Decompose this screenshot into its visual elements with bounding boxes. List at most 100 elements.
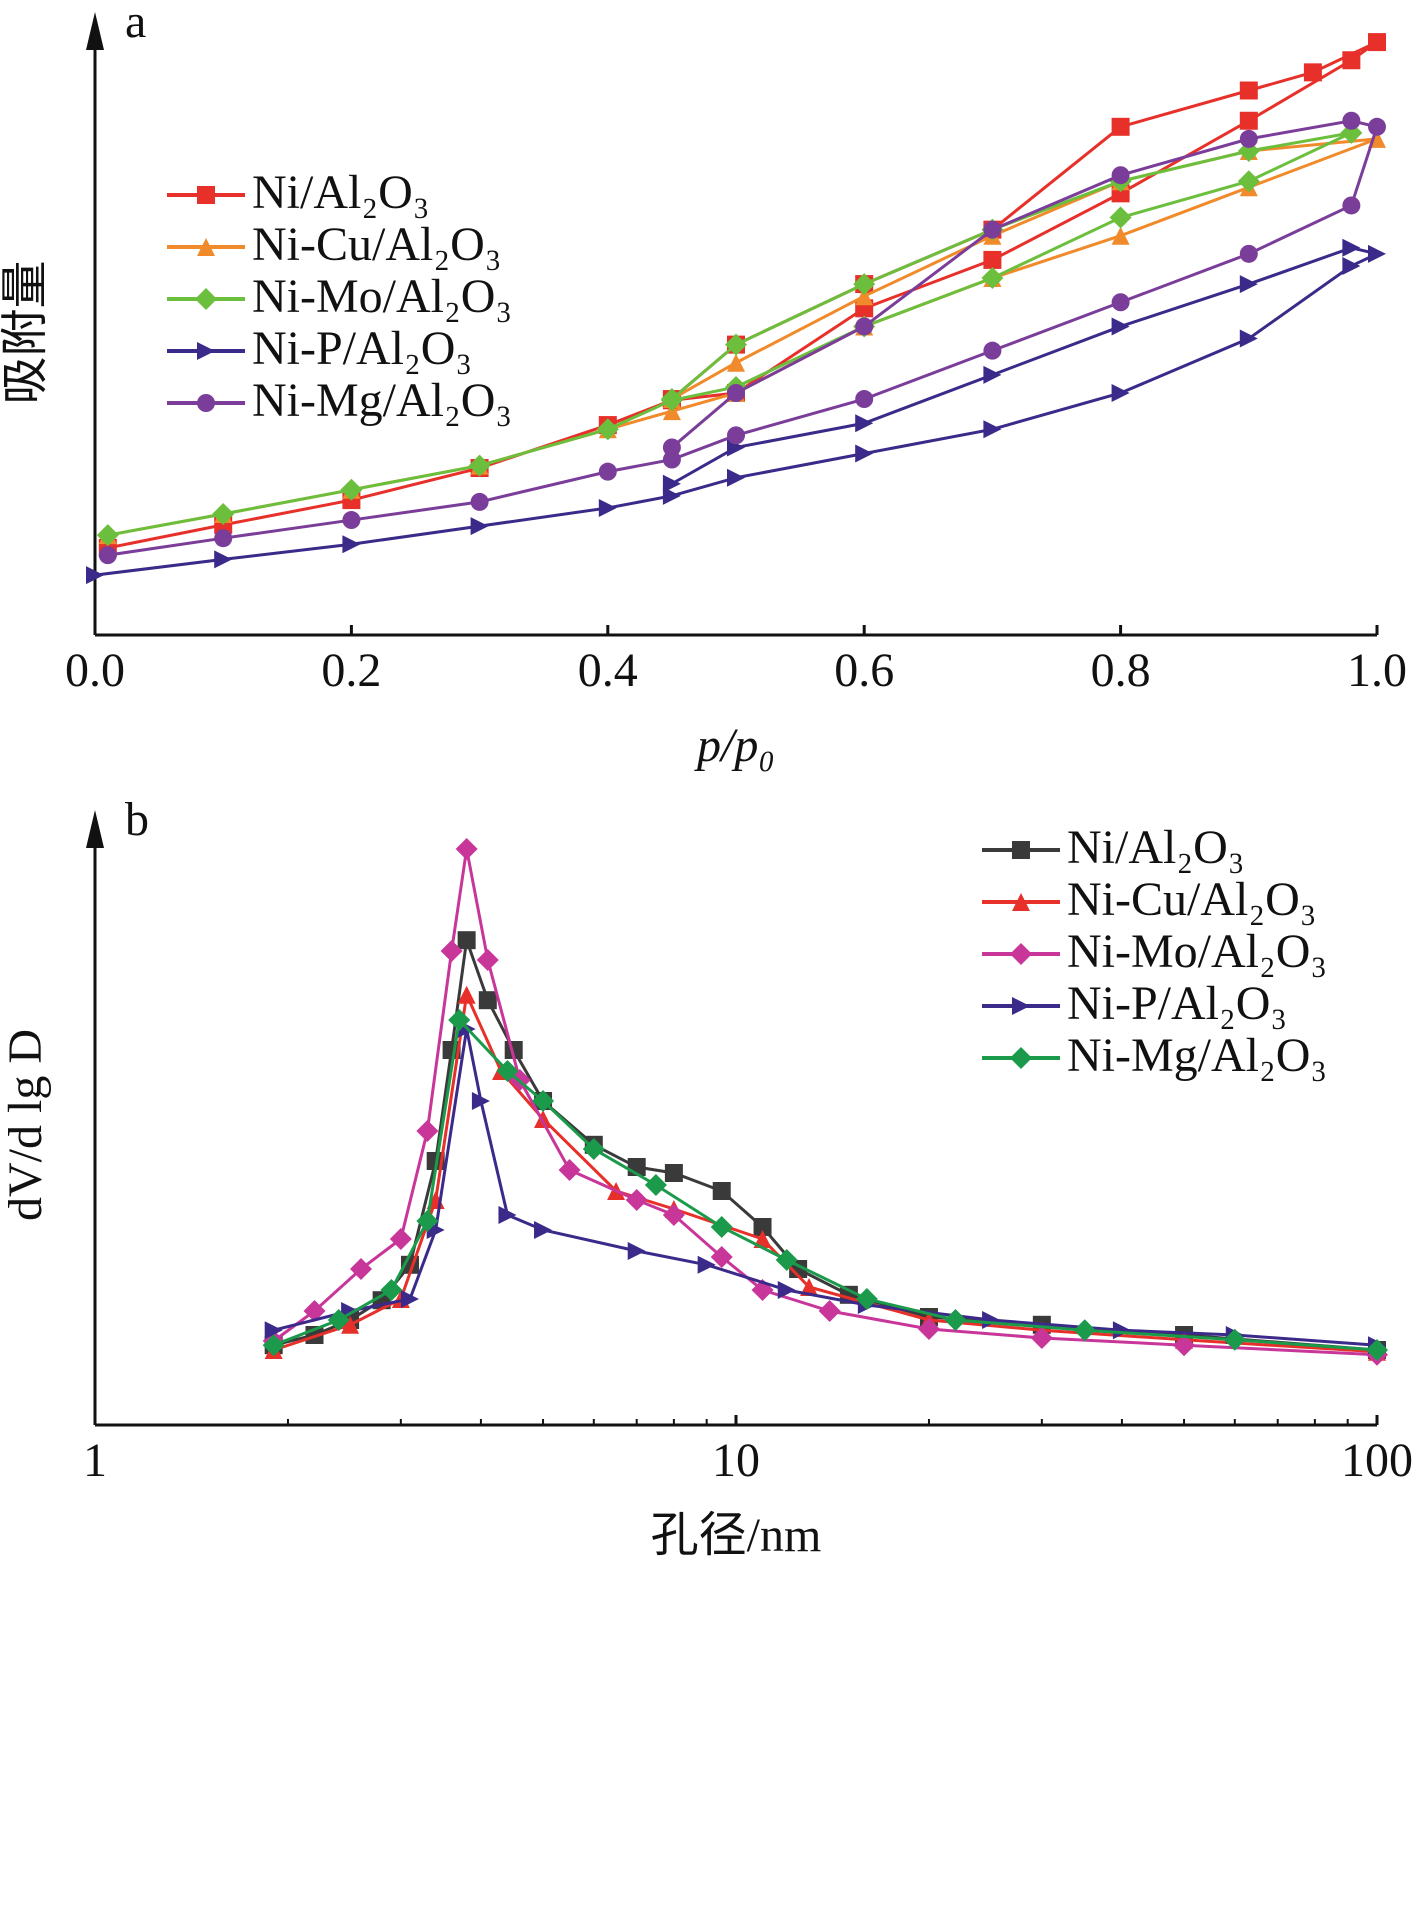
marker: [1342, 256, 1361, 275]
marker: [1173, 1334, 1196, 1357]
marker: [1368, 117, 1386, 136]
panel-label: a: [125, 0, 146, 48]
legend-label: Ni/Al₂O₃: [1067, 821, 1244, 874]
marker: [470, 492, 489, 511]
marker: [416, 1120, 439, 1142]
marker: [1368, 33, 1386, 52]
marker: [1340, 121, 1363, 144]
marker: [818, 1300, 841, 1322]
x-tick-label: 0.2: [321, 644, 381, 697]
marker: [753, 1230, 772, 1248]
x-tick-label: 10: [712, 1434, 760, 1487]
marker: [468, 454, 491, 477]
marker: [598, 462, 617, 481]
marker: [1237, 170, 1260, 193]
marker: [1111, 293, 1130, 312]
legend-label: Ni-Mo/Al₂O₃: [252, 270, 512, 323]
marker: [457, 985, 476, 1004]
marker: [1239, 329, 1258, 348]
marker: [349, 1258, 372, 1280]
marker: [855, 317, 874, 336]
marker: [534, 1221, 553, 1239]
marker: [197, 342, 215, 360]
marker: [1111, 226, 1130, 245]
marker: [197, 238, 215, 256]
marker: [342, 511, 361, 530]
marker: [532, 1090, 555, 1112]
marker: [775, 1249, 798, 1271]
x-tick-label: 1.0: [1347, 644, 1407, 697]
marker: [476, 949, 499, 971]
x-tick-label: 0.6: [834, 644, 894, 697]
marker: [197, 394, 215, 412]
x-tick-label: 1: [83, 1434, 107, 1487]
marker: [725, 333, 747, 356]
marker: [342, 535, 361, 554]
marker: [627, 1242, 646, 1260]
marker: [1239, 244, 1258, 263]
marker: [983, 250, 1002, 269]
marker: [455, 838, 478, 860]
marker: [712, 1182, 731, 1200]
marker: [1342, 238, 1361, 257]
marker: [86, 566, 104, 585]
marker: [197, 186, 215, 204]
marker: [195, 288, 217, 310]
marker: [855, 414, 874, 433]
legend-label: Ni-Mo/Al₂O₃: [1067, 925, 1327, 978]
marker: [710, 1216, 733, 1238]
marker: [470, 517, 489, 536]
legend-label: Ni-P/Al₂O₃: [1067, 977, 1287, 1030]
marker: [662, 438, 681, 457]
marker: [1239, 111, 1258, 130]
marker: [855, 287, 874, 306]
x-tick-label: 0.0: [65, 644, 125, 697]
marker: [262, 1334, 285, 1357]
legend-label: Ni-Cu/Al₂O₃: [1067, 873, 1316, 926]
y-axis-arrow: [86, 12, 104, 50]
marker: [303, 1300, 326, 1322]
marker: [660, 388, 683, 411]
marker: [416, 1210, 439, 1232]
marker: [1012, 893, 1030, 911]
panel-label: b: [125, 793, 149, 846]
marker: [1303, 63, 1322, 82]
x-tick-label: 0.4: [578, 644, 638, 697]
x-tick-label: 100: [1341, 1434, 1413, 1487]
marker: [582, 1138, 605, 1160]
marker: [214, 550, 233, 569]
marker: [1111, 117, 1130, 136]
marker: [341, 1315, 360, 1334]
marker: [727, 384, 745, 402]
y-axis-label: dV/d lg D: [0, 1029, 52, 1221]
marker: [664, 1164, 683, 1182]
marker: [1223, 1328, 1246, 1351]
marker: [1111, 166, 1130, 185]
marker: [1010, 943, 1032, 965]
legend-label: Ni-Mg/Al₂O₃: [252, 374, 512, 427]
marker: [457, 931, 476, 950]
marker: [1239, 275, 1258, 294]
marker: [1239, 129, 1258, 148]
marker: [982, 1311, 1001, 1329]
x-axis-label: 孔径/nm: [651, 1509, 822, 1562]
marker: [662, 486, 681, 505]
marker: [1342, 196, 1361, 215]
marker: [471, 1092, 490, 1110]
marker: [1010, 1047, 1032, 1069]
marker: [448, 1009, 471, 1031]
marker: [727, 426, 745, 445]
marker: [800, 1278, 819, 1296]
marker: [855, 390, 874, 409]
marker: [498, 1206, 517, 1224]
marker: [727, 468, 745, 487]
series-line: [107, 131, 1353, 537]
marker: [596, 418, 619, 441]
marker: [340, 478, 363, 501]
marker: [1030, 1327, 1053, 1349]
marker: [1073, 1319, 1096, 1342]
marker: [264, 1321, 283, 1340]
marker: [98, 546, 117, 565]
marker: [662, 474, 681, 493]
